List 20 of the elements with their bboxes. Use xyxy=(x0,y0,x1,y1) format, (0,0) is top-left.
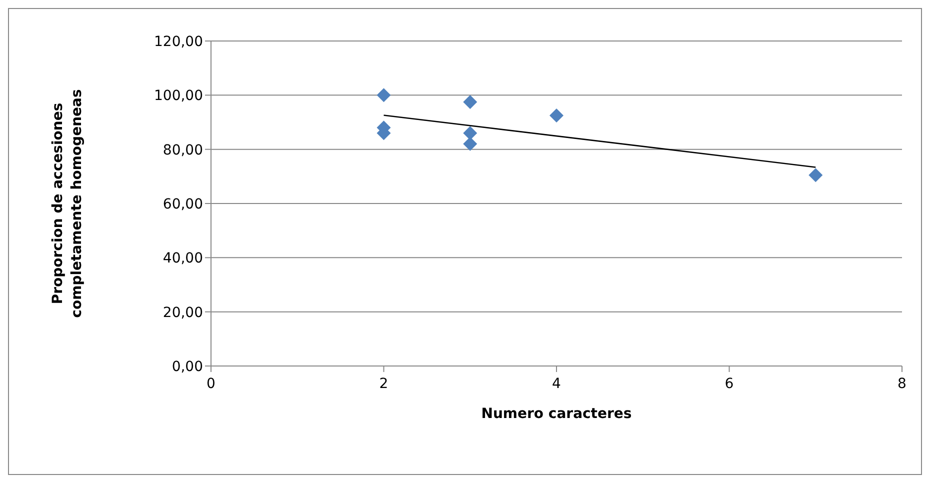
x-tick-label: 4 xyxy=(552,376,562,392)
y-tick-label: 40,00 xyxy=(162,250,203,267)
y-axis-title: Proporcion de accesiones completamente homogeneas xyxy=(50,89,85,318)
x-tick-label: 2 xyxy=(379,376,388,392)
point xyxy=(463,94,478,109)
x-tick-label: 6 xyxy=(724,376,734,392)
x-tick-label: 0 xyxy=(206,376,216,392)
y-tick-label: 0,00 xyxy=(172,358,203,375)
y-tick-label: 60,00 xyxy=(162,196,203,212)
y-tick-label: 20,00 xyxy=(162,304,203,321)
y-tick-label: 120,00 xyxy=(154,34,203,50)
point xyxy=(808,168,823,182)
y-tick-label: 80,00 xyxy=(162,142,203,158)
point xyxy=(376,88,391,102)
point xyxy=(463,136,478,151)
point xyxy=(463,126,478,140)
point xyxy=(550,108,564,122)
x-tick-label: 8 xyxy=(898,376,906,392)
y-tick-label: 100,00 xyxy=(154,88,203,104)
x-axis-title: Numero caracteres xyxy=(481,406,632,422)
